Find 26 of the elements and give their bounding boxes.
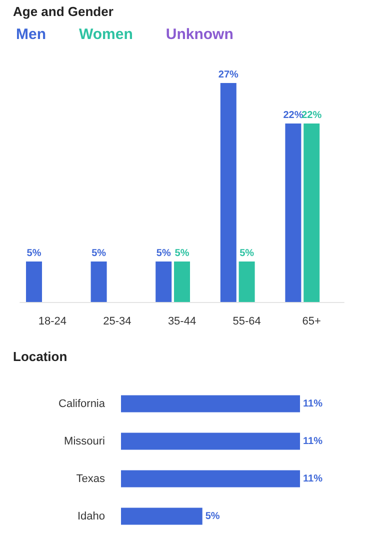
data-label: 22%	[283, 110, 304, 122]
chart-title: Age and Gender	[13, 4, 114, 19]
text: Women	[79, 26, 133, 43]
chart-title: Location	[13, 349, 68, 364]
x-tick-label: 25-34	[103, 316, 132, 328]
data-label: 11%	[303, 436, 323, 447]
y-tick-label: California	[58, 398, 106, 410]
data-label: 5%	[240, 248, 254, 259]
data-label: 5%	[205, 510, 220, 522]
x-tick-label: 18-24	[38, 316, 66, 328]
data-label: 22%	[302, 110, 322, 122]
x-tick-label: 55-64	[232, 316, 261, 328]
y-tick-label: Idaho	[77, 510, 105, 522]
data-label: 5%	[156, 248, 171, 259]
data-label: 11%	[303, 398, 323, 410]
text: Men	[16, 26, 46, 43]
x-tick-label: 65+	[302, 316, 321, 328]
y-tick-label: Missouri	[64, 435, 105, 448]
x-tick-label: 35-44	[168, 316, 196, 328]
y-tick-label: Texas	[76, 472, 106, 485]
data-label: 5%	[174, 248, 190, 259]
data-label: 11%	[303, 473, 323, 484]
data-label: 5%	[92, 248, 106, 259]
legend-label: Unknown	[166, 26, 234, 43]
data-label: 5%	[26, 248, 42, 259]
data-label: 27%	[218, 70, 239, 80]
